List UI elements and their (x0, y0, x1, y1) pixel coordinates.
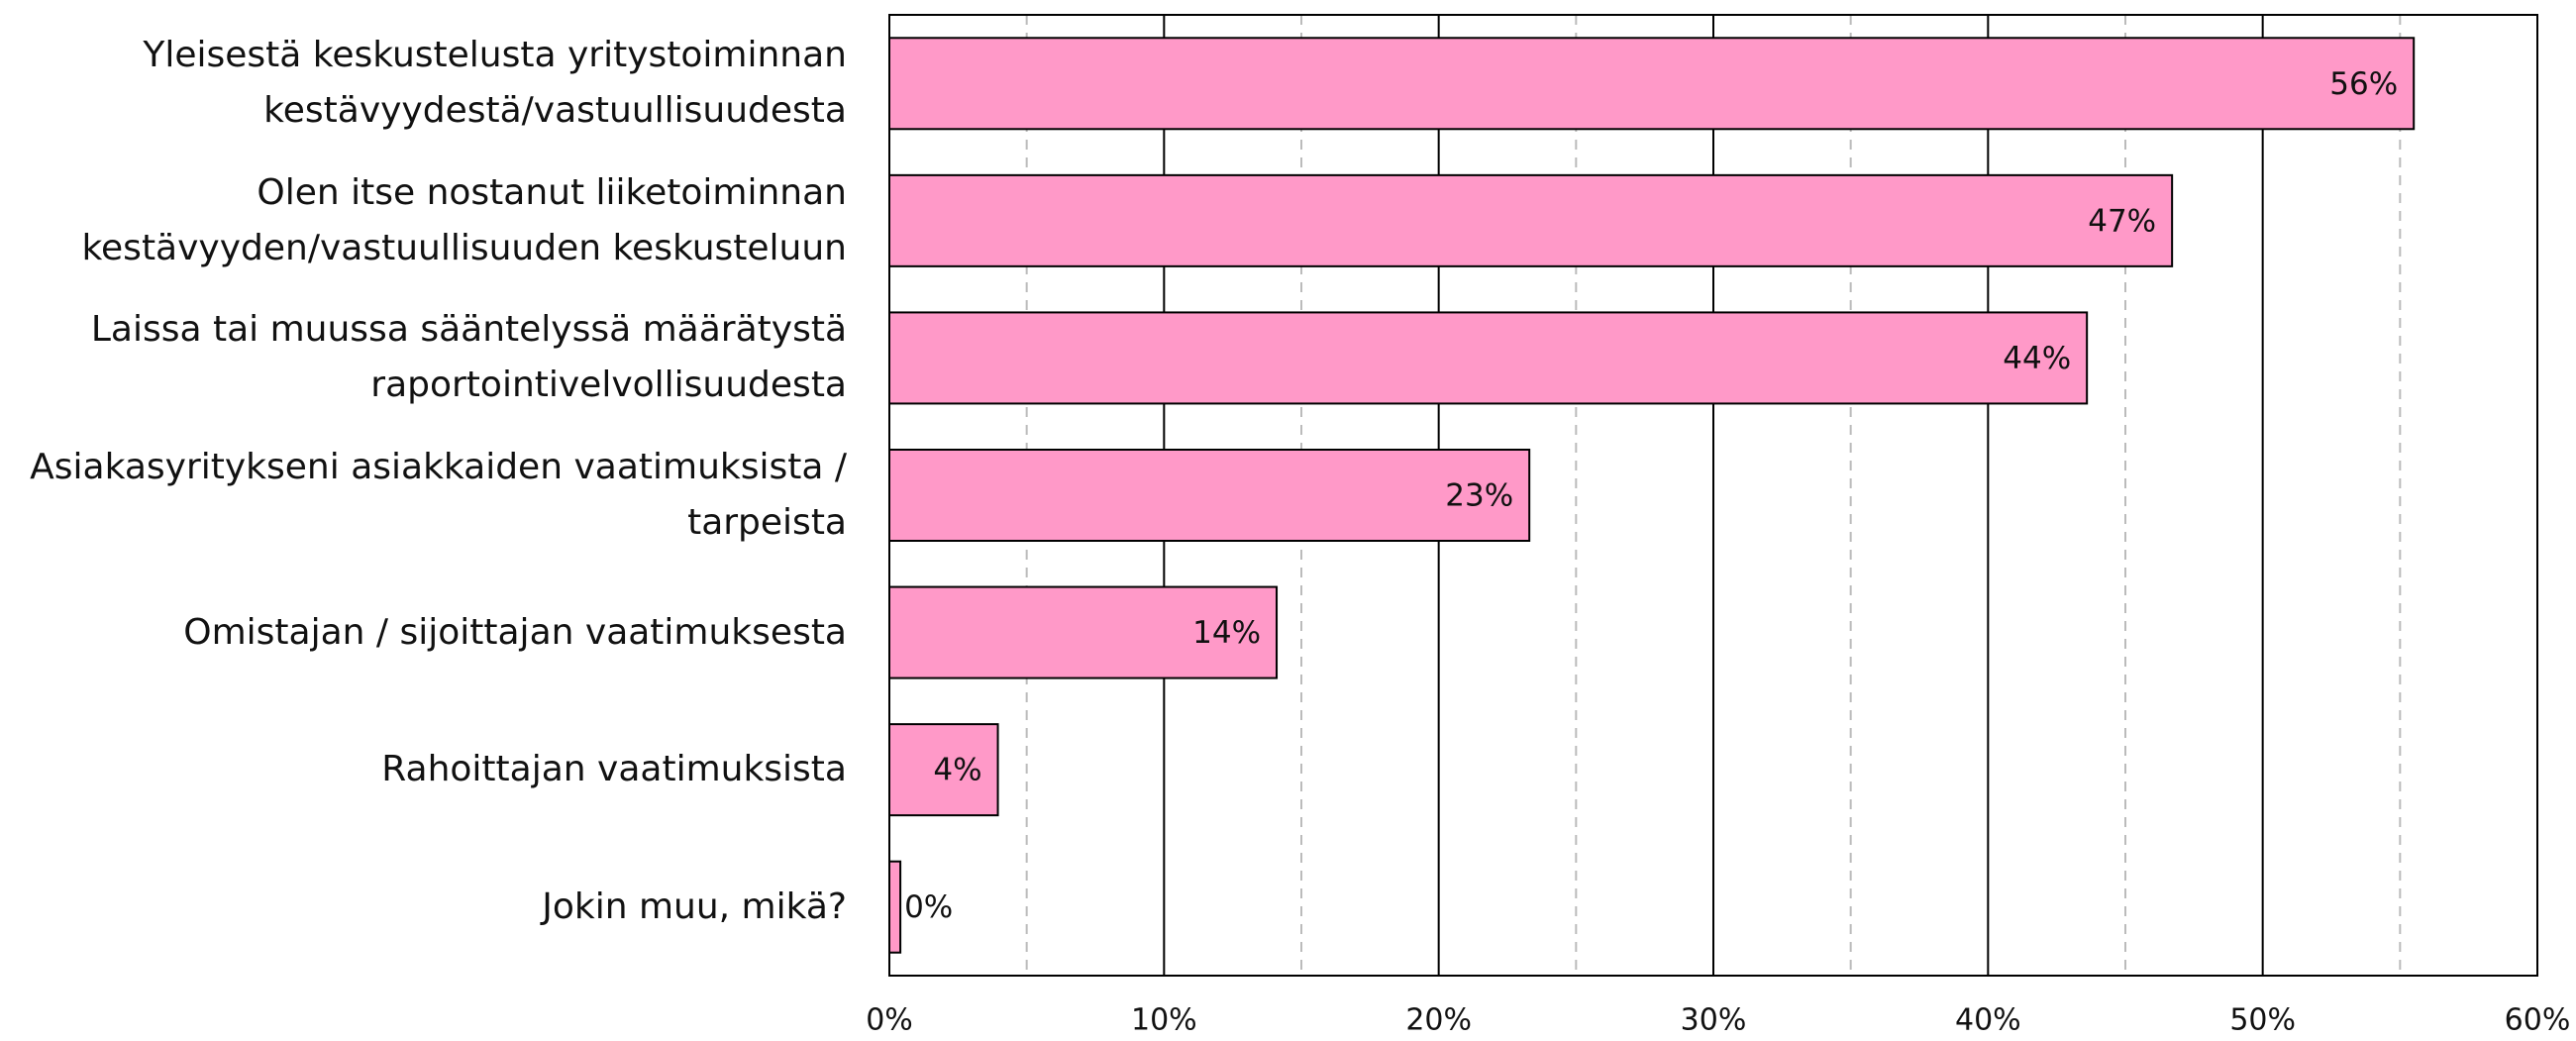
x-tick-label: 30% (1681, 1003, 1747, 1038)
data-label: 44% (2003, 341, 2071, 376)
bar (888, 311, 2089, 405)
x-tick-label: 10% (1131, 1003, 1197, 1038)
bar (888, 449, 1531, 542)
x-tick-label: 60% (2505, 1003, 2571, 1038)
data-label: 14% (1192, 615, 1261, 651)
x-tick-label: 0% (866, 1003, 913, 1038)
bar (888, 723, 999, 817)
category-label: Laissa tai muussa sääntelyssä määrätystä… (90, 309, 847, 406)
data-label: 47% (2088, 203, 2156, 239)
x-tick-label: 20% (1405, 1003, 1472, 1038)
category-label: Jokin muu, mikä? (542, 885, 847, 927)
category-label: Omistajan / sijoittajan vaatimuksesta (183, 611, 847, 653)
category-label: Asiakasyritykseni asiakkaiden vaatimuksi… (30, 447, 847, 543)
bar (888, 173, 2174, 267)
bar (888, 37, 2416, 131)
data-label: 0% (904, 889, 953, 925)
category-label: Rahoittajan vaatimuksista (381, 749, 847, 790)
data-label: 56% (2329, 66, 2398, 102)
data-label: 23% (1445, 478, 1513, 514)
x-tick-label: 50% (2229, 1003, 2296, 1038)
category-label: Yleisestä keskustelusta yritystoiminnan … (143, 35, 847, 132)
bar (888, 860, 902, 954)
bar (888, 585, 1279, 679)
category-label: Olen itse nostanut liiketoiminnan kestäv… (81, 171, 847, 268)
x-tick-label: 40% (1955, 1003, 2021, 1038)
data-label: 4% (933, 753, 981, 788)
